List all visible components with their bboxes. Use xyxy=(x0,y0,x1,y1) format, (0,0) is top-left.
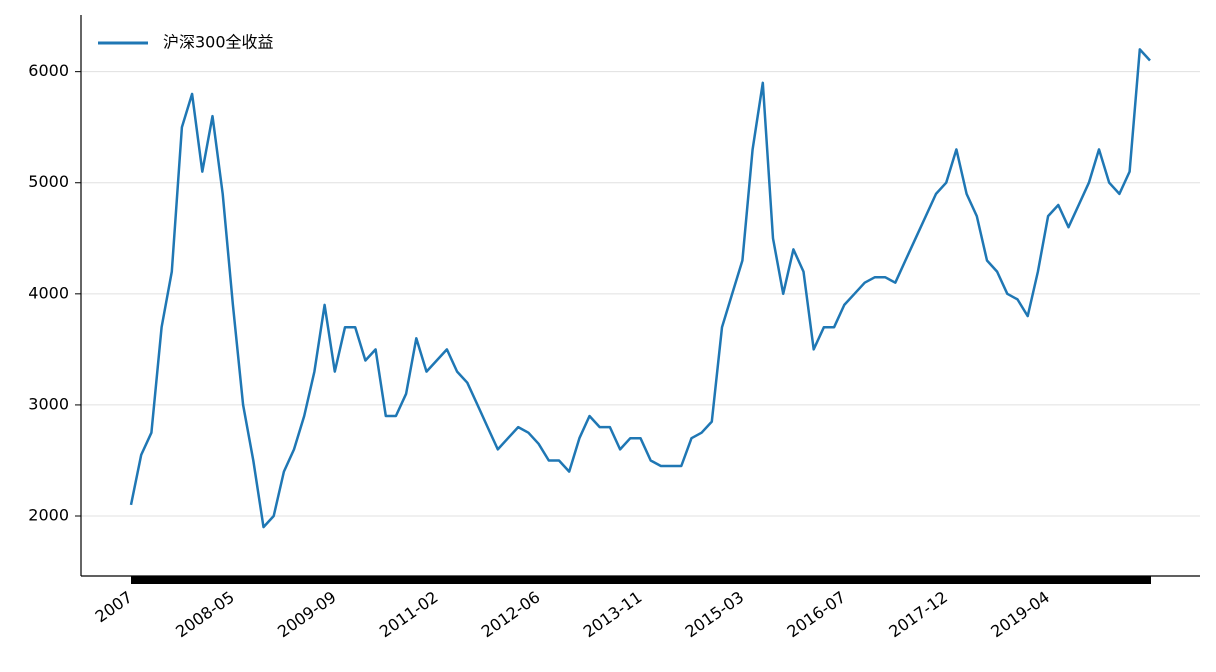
legend-label: 沪深300全收益 xyxy=(163,33,274,52)
y-tick-label: 6000 xyxy=(28,61,69,80)
x-tick-label: 2015-03 xyxy=(682,587,748,641)
x-tick-label: 2013-11 xyxy=(580,587,646,641)
x-tick-label: 2009-09 xyxy=(274,587,340,641)
y-tick-label: 3000 xyxy=(28,394,69,413)
y-tick-label: 2000 xyxy=(28,506,69,525)
y-tick-label: 4000 xyxy=(28,283,69,302)
y-tick-label: 5000 xyxy=(28,172,69,191)
x-tick-label: 2017-12 xyxy=(885,587,951,641)
x-tick-label: 2011-02 xyxy=(376,587,442,641)
x-tick-label: 2019-04 xyxy=(987,587,1053,641)
line xyxy=(129,48,1151,529)
x-tick-label: 2008-05 xyxy=(172,587,238,641)
x-tick-band xyxy=(131,576,1151,584)
x-tick-label: 2007 xyxy=(92,587,136,626)
x-tick-label: 2016-07 xyxy=(784,587,850,641)
x-tick-label: 2012-06 xyxy=(478,587,544,641)
